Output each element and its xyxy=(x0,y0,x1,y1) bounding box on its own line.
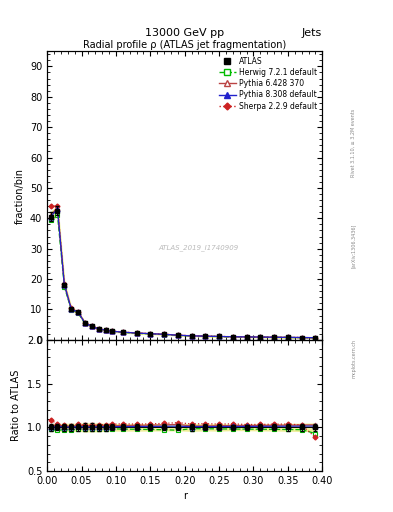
X-axis label: r: r xyxy=(183,492,187,501)
Text: [arXiv:1306.3436]: [arXiv:1306.3436] xyxy=(351,224,356,268)
Text: 13000 GeV pp: 13000 GeV pp xyxy=(145,28,224,38)
Title: Radial profile ρ (ATLAS jet fragmentation): Radial profile ρ (ATLAS jet fragmentatio… xyxy=(83,40,286,50)
Text: mcplots.cern.ch: mcplots.cern.ch xyxy=(351,339,356,378)
Text: Rivet 3.1.10, ≥ 3.2M events: Rivet 3.1.10, ≥ 3.2M events xyxy=(351,109,356,178)
Y-axis label: fraction/bin: fraction/bin xyxy=(15,167,24,224)
Y-axis label: Ratio to ATLAS: Ratio to ATLAS xyxy=(11,370,21,441)
Text: ATLAS_2019_I1740909: ATLAS_2019_I1740909 xyxy=(158,244,239,251)
Text: Jets: Jets xyxy=(302,28,322,38)
Legend: ATLAS, Herwig 7.2.1 default, Pythia 6.428 370, Pythia 8.308 default, Sherpa 2.2.: ATLAS, Herwig 7.2.1 default, Pythia 6.42… xyxy=(217,55,318,112)
